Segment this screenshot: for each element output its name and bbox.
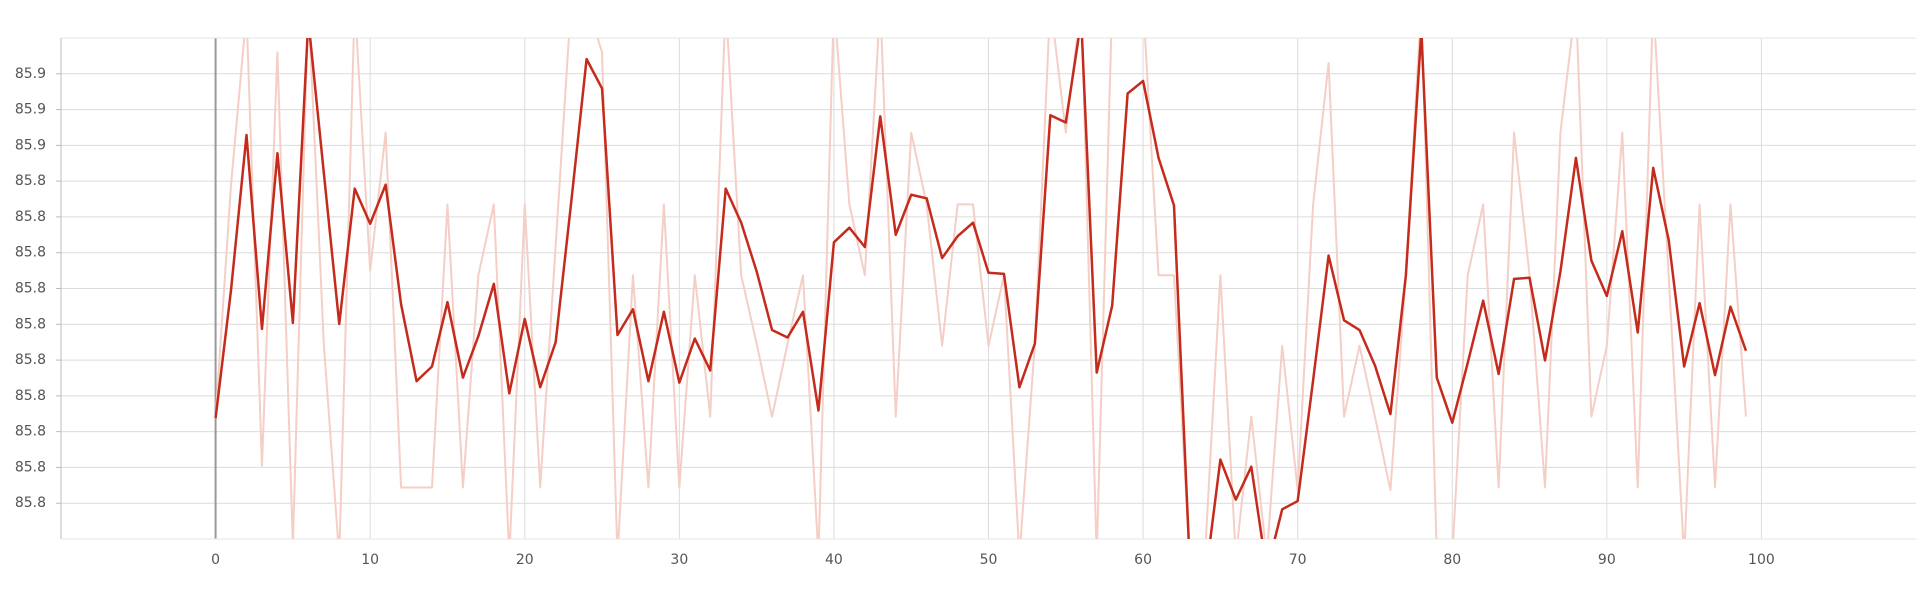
x-tick-label: 40: [825, 552, 843, 568]
y-tick-label: 85.8: [15, 245, 46, 261]
x-tick-label: 30: [670, 552, 688, 568]
x-tick-label: 70: [1289, 552, 1307, 568]
x-tick-label: 10: [361, 552, 379, 568]
y-tick-label: 85.8: [15, 281, 46, 297]
y-tick-label: 85.8: [15, 424, 46, 440]
y-tick-label: 85.9: [15, 102, 46, 118]
series-line: [214, 38, 1747, 539]
y-tick-label: 85.8: [15, 495, 46, 511]
y-tick-label: 85.9: [15, 66, 46, 82]
tick-labels: 85.8 85.8 85.8 85.8 85.8 85.8 85.8 85.8 85.8 85.8…: [15, 66, 1775, 568]
x-tick-label: 90: [1598, 552, 1616, 568]
y-tick-label: 85.8: [15, 173, 46, 189]
y-tick-label: 85.9: [15, 137, 46, 153]
y-tick-label: 85.8: [15, 459, 46, 475]
y-tick-label: 85.8: [15, 388, 46, 404]
plot-area: [214, 38, 1748, 539]
grid: [56, 38, 1916, 539]
y-tick-label: 85.8: [15, 316, 46, 332]
x-tick-label: 80: [1443, 552, 1461, 568]
x-tick-label: 0: [211, 552, 220, 568]
x-tick-label: 50: [980, 552, 998, 568]
x-tick-label: 60: [1134, 552, 1152, 568]
y-tick-label: 85.8: [15, 209, 46, 225]
x-tick-label: 100: [1748, 552, 1775, 568]
series-line: [214, 38, 1748, 539]
y-tick-label: 85.8: [15, 352, 46, 368]
x-tick-label: 20: [516, 552, 534, 568]
